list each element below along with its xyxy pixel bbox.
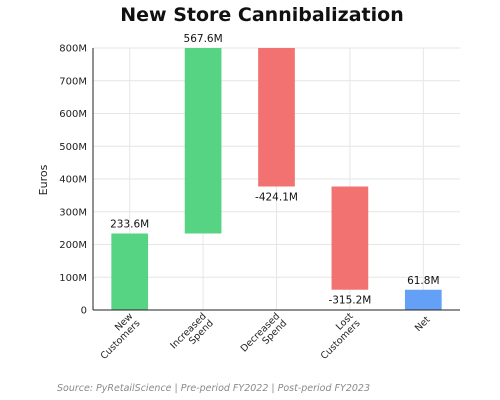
data-label: -424.1M (255, 191, 298, 203)
y-tick-label: 600M (59, 109, 87, 120)
y-tick-label: 800M (59, 44, 87, 55)
chart-title: New Store Cannibalization (120, 4, 403, 26)
data-label: 61.8M (407, 275, 439, 287)
x-tick-label: Net (413, 314, 433, 334)
y-axis-label: Euros (37, 164, 50, 195)
source-note: Source: PyRetailScience | Pre-period FY2… (57, 383, 370, 394)
x-tick-label: DecreasedSpend (239, 311, 290, 362)
data-label: 567.6M (184, 33, 223, 45)
y-tick-label: 100M (59, 273, 87, 284)
data-label: -315.2M (328, 295, 371, 307)
bar (184, 48, 222, 234)
y-tick-label: 300M (59, 207, 87, 218)
y-tick-label: 500M (59, 142, 87, 153)
x-tick-label: IncreasedSpend (168, 311, 216, 359)
bar (111, 233, 149, 310)
x-tick-label: NewCustomers (91, 311, 142, 362)
y-tick-label: 200M (59, 240, 87, 251)
y-tick-label: 0 (81, 306, 87, 317)
y-tick-label: 400M (59, 175, 87, 186)
x-tick-label: LostCustomers (312, 311, 363, 362)
bar (404, 289, 442, 310)
y-tick-label: 700M (59, 76, 87, 87)
bar (258, 48, 295, 187)
bars-layer: 233.6M 567.6M -424.1M -315.2M 61.8M (110, 33, 442, 310)
bar (331, 186, 369, 290)
data-label: 233.6M (110, 218, 149, 230)
